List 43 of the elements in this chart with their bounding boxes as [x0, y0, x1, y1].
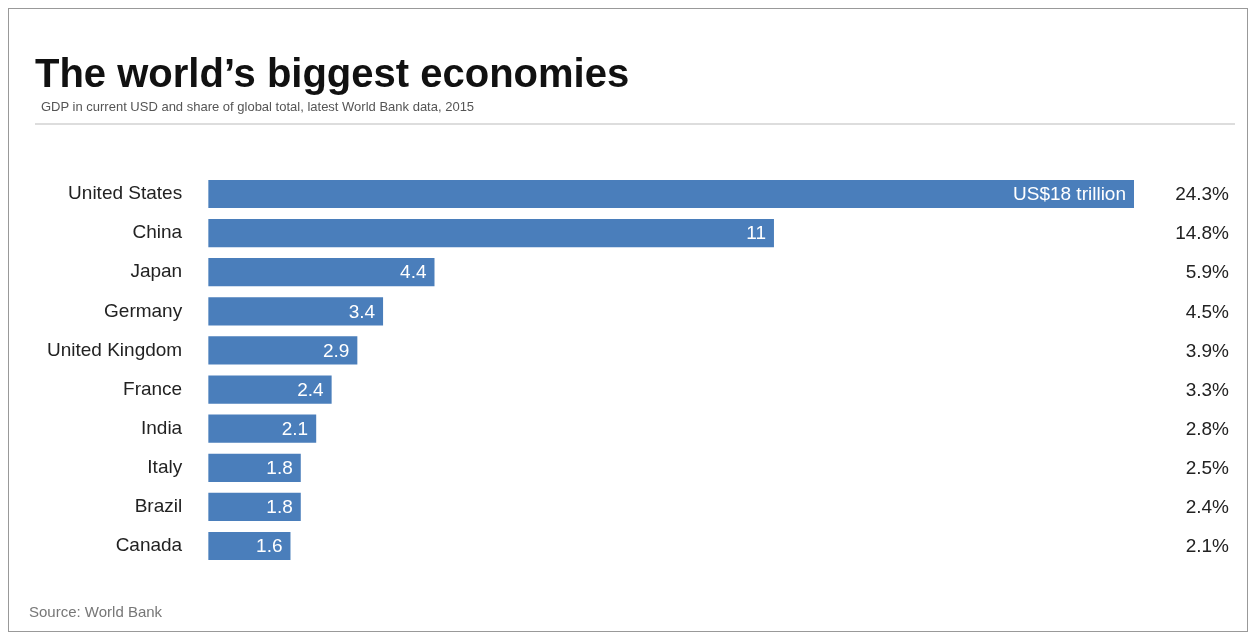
source-note: Source: World Bank	[29, 603, 163, 620]
text: 24.3%	[1175, 183, 1230, 205]
data-label: 2.1	[281, 417, 309, 439]
data-label: 1.8	[266, 457, 293, 479]
text: 5.9%	[1185, 261, 1230, 283]
bar	[208, 492, 301, 521]
data-label: 11	[746, 222, 766, 244]
y-tick-label: Brazil	[134, 495, 183, 517]
y-tick-label: Germany	[104, 299, 183, 321]
y-tick-label: China	[132, 221, 183, 243]
y-tick-label: United Kingdom	[46, 338, 183, 360]
bar	[208, 453, 301, 482]
bar	[208, 375, 332, 404]
text: 14.8%	[1175, 222, 1230, 244]
text: 2.8%	[1185, 417, 1230, 439]
data-label: 2.4	[297, 378, 325, 400]
text: 2.1%	[1185, 535, 1230, 557]
bar	[208, 179, 1134, 209]
data-label: 2.9	[322, 339, 350, 361]
bar	[208, 258, 435, 287]
bar	[208, 219, 774, 248]
y-tick-label: Japan	[130, 260, 183, 282]
y-tick-label: India	[140, 416, 183, 438]
bar	[208, 297, 384, 326]
text: 3.3%	[1185, 378, 1230, 400]
y-tick-label: France	[123, 377, 183, 399]
y-tick-label: Italy	[147, 456, 183, 478]
bar	[208, 336, 358, 365]
bar	[208, 414, 317, 443]
chart-subtitle: GDP in current USD and share of global total, latest World Bank data, 2015	[41, 99, 475, 114]
text: 3.9%	[1185, 339, 1230, 361]
bar	[208, 531, 291, 561]
text: 2.5%	[1185, 457, 1230, 479]
data-label: 4.4	[400, 261, 427, 283]
text: 4.5%	[1185, 300, 1230, 322]
text: 2.4%	[1185, 496, 1230, 518]
data-label: US$18 trillion	[1013, 183, 1126, 205]
data-label: 1.8	[266, 496, 293, 518]
chart-title: The world’s biggest economies	[35, 50, 630, 97]
data-label: 3.4	[348, 300, 376, 322]
y-tick-label: United States	[68, 182, 183, 204]
data-label: 1.6	[256, 535, 283, 557]
y-tick-label: Canada	[115, 534, 183, 556]
